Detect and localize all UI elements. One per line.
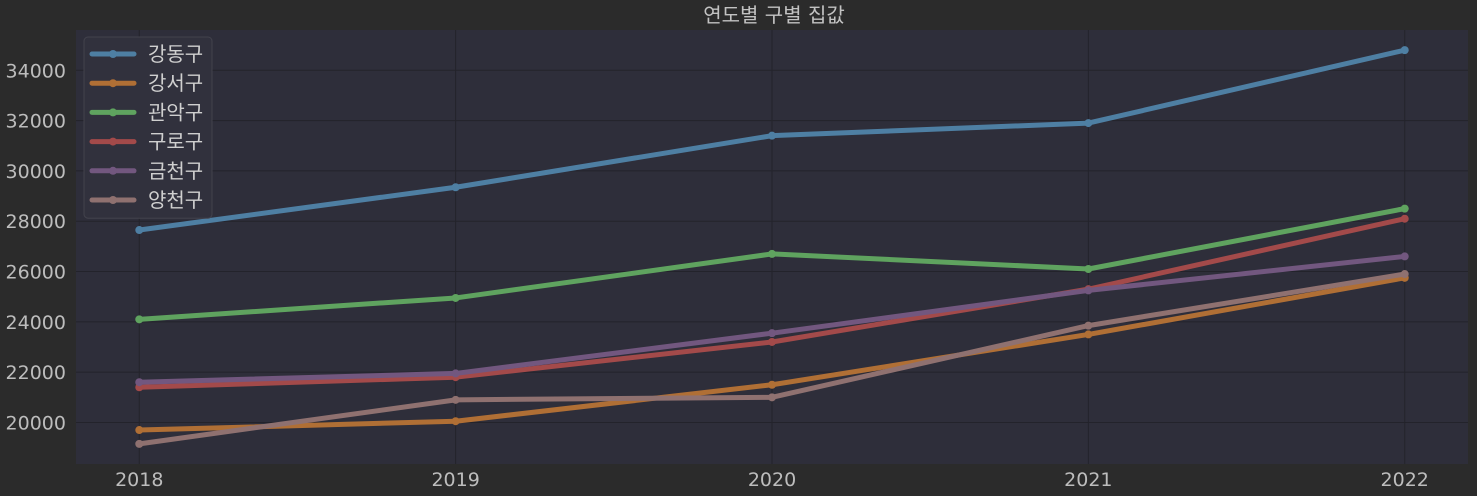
data-point [1400, 204, 1409, 213]
data-point [451, 369, 460, 378]
data-point [451, 395, 460, 404]
series-lines [135, 46, 1409, 448]
series-3 [135, 204, 1409, 324]
legend-item: 관악구 [89, 100, 203, 124]
series-6 [135, 270, 1409, 448]
legend-label: 구로구 [148, 130, 203, 154]
y-axis-ticks: 20000 22000 24000 26000 28000 30000 32000 34000 [6, 60, 66, 434]
data-point [1400, 46, 1409, 55]
x-tick-label: 2020 [748, 469, 796, 491]
legend-marker [109, 79, 117, 88]
legend-marker [109, 137, 117, 146]
y-tick-label: 26000 [6, 262, 66, 284]
data-point [768, 329, 776, 338]
legend-marker [109, 50, 117, 58]
legend-item: 구로구 [89, 130, 203, 154]
data-point [135, 315, 144, 324]
data-point [768, 380, 776, 389]
legend-marker [109, 166, 117, 175]
x-axis-ticks: 2018 2019 2020 2021 2022 [115, 469, 1429, 491]
data-point [451, 293, 460, 302]
legend-label: 금천구 [148, 159, 203, 183]
data-point [768, 131, 776, 140]
data-point [1400, 252, 1409, 261]
x-tick-label: 2021 [1064, 469, 1112, 491]
legend-item: 강동구 [89, 42, 203, 66]
legend-marker [109, 108, 117, 117]
legend-label: 강동구 [148, 42, 203, 66]
data-point [135, 426, 144, 435]
data-point [135, 226, 144, 235]
data-point [1084, 119, 1093, 128]
legend-item: 양천구 [89, 188, 203, 212]
data-point [1084, 330, 1093, 339]
data-point [1084, 286, 1093, 295]
data-point [451, 417, 460, 426]
legend-item: 금천구 [89, 159, 203, 183]
y-tick-label: 28000 [6, 211, 66, 233]
data-point [1084, 265, 1093, 274]
data-point [451, 183, 460, 192]
y-tick-label: 20000 [6, 412, 66, 434]
legend-label: 관악구 [148, 100, 203, 124]
series-5 [135, 252, 1409, 387]
data-point [135, 439, 144, 448]
data-point [768, 249, 776, 258]
legend-marker [109, 196, 117, 204]
x-tick-label: 2018 [115, 469, 163, 491]
chart-title: 연도별 구별 집값 [703, 3, 845, 27]
y-tick-label: 30000 [6, 161, 66, 183]
y-tick-label: 24000 [6, 312, 66, 334]
data-point [1084, 321, 1093, 330]
data-point [1400, 270, 1409, 279]
data-point [1400, 214, 1409, 223]
legend-label: 강서구 [148, 71, 203, 95]
x-tick-label: 2022 [1381, 469, 1429, 491]
y-tick-label: 32000 [6, 111, 66, 133]
series-1 [135, 46, 1409, 235]
data-point [135, 378, 144, 387]
y-tick-label: 34000 [6, 60, 66, 82]
data-point [768, 393, 776, 402]
x-tick-label: 2019 [431, 469, 479, 491]
data-point [768, 337, 776, 346]
legend-label: 양천구 [148, 188, 203, 212]
legend-item: 강서구 [89, 71, 203, 95]
y-tick-label: 22000 [6, 362, 66, 384]
